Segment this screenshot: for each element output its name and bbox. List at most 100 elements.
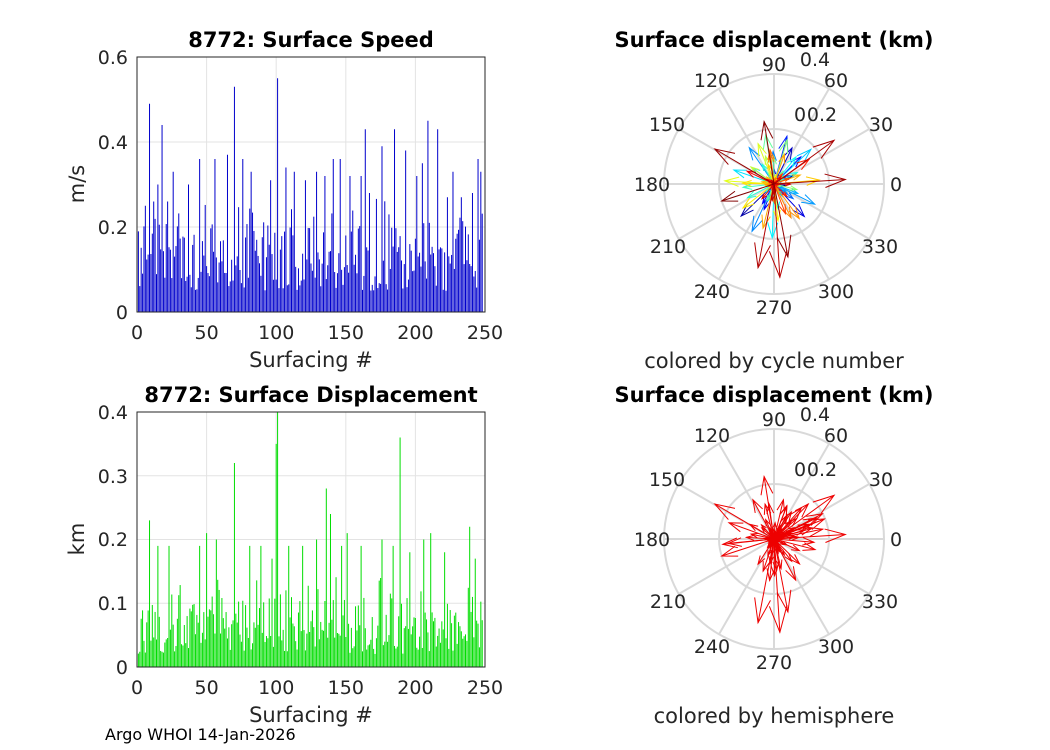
displacement-arrow (754, 183, 775, 270)
polar-hemisphere-angle-label: 330 (862, 591, 898, 613)
speed-xtick: 250 (467, 322, 503, 344)
polar-cycle-chart: Surface displacement (km) 90 60 30 0 330… (614, 28, 933, 373)
speed-ytick: 0.6 (98, 47, 128, 69)
polar-cycle-radius-label: 0.4 (800, 49, 830, 71)
polar-cycle-angle-label: 300 (818, 281, 854, 303)
displacement-arrow (773, 183, 801, 220)
displacement-arrow (720, 183, 775, 202)
displacement-arrow (773, 513, 789, 540)
polar-spoke (773, 538, 870, 595)
polar-hemisphere-angle-label: 300 (818, 636, 854, 658)
polar-cycle-angle-label: 270 (756, 297, 792, 319)
polar-hemisphere-arrows (713, 474, 847, 634)
displacement-arrow (773, 538, 817, 551)
polar-spoke (718, 443, 775, 540)
speed-chart: 8772: Surface Speed 0 0.2 0.4 0.6 0 50 1… (65, 28, 503, 372)
displacement-arrow (754, 538, 775, 625)
speed-xtick: 100 (258, 322, 294, 344)
speed-bars (137, 78, 483, 312)
polar-hemisphere-angle-label: 180 (634, 529, 670, 551)
displacement-arrow (761, 183, 775, 200)
displacement-axes-box (136, 411, 486, 668)
displacement-arrow (773, 526, 825, 540)
displacement-xtick: 150 (328, 677, 364, 699)
polar-spoke (773, 183, 830, 280)
displacement-ytick: 0.2 (98, 529, 128, 551)
polar-hemisphere-angle-label: 240 (694, 636, 730, 658)
displacement-xlabel: Surfacing # (249, 703, 373, 727)
polar-spoke (718, 538, 775, 635)
polar-cycle-labels: 90 60 30 0 330 300 270 240 210 180 150 1… (634, 49, 902, 319)
polar-cycle-angle-label: 60 (824, 70, 848, 92)
displacement-ytick: 0 (116, 657, 128, 679)
polar-cycle-angle-label: 120 (694, 70, 730, 92)
polar-hemisphere-radius-label: 0 (794, 459, 806, 481)
displacement-arrow (773, 538, 797, 582)
speed-axes-box (136, 56, 486, 313)
polar-hemisphere-caption: colored by hemisphere (654, 704, 895, 728)
polar-cycle-angle-label: 240 (694, 281, 730, 303)
speed-ytick: 0.2 (98, 217, 128, 239)
displacement-arrow (773, 183, 792, 259)
speed-xlabel: Surfacing # (249, 348, 373, 372)
polar-hemisphere-angle-label: 210 (650, 591, 686, 613)
polar-cycle-angle-label: 90 (762, 54, 786, 76)
displacement-ylabel: km (65, 523, 89, 556)
polar-spoke (678, 183, 775, 240)
displacement-arrow (762, 536, 775, 541)
footer-credit: Argo WHOI 14-Jan-2026 (105, 725, 296, 744)
speed-xtick: 150 (328, 322, 364, 344)
speed-ytick: 0.4 (98, 132, 128, 154)
polar-hemisphere-angle-label: 120 (694, 425, 730, 447)
polar-hemisphere-angle-label: 60 (824, 425, 848, 447)
displacement-arrow (768, 183, 788, 279)
displacement-arrow (773, 538, 792, 614)
displacement-arrow (773, 528, 847, 543)
displacement-arrow (741, 179, 775, 187)
displacement-arrow (773, 523, 811, 540)
polar-hemisphere-angle-label: 150 (649, 469, 685, 491)
displacement-xtick: 0 (131, 677, 143, 699)
speed-xtick: 0 (131, 322, 143, 344)
displacement-arrow (773, 183, 789, 198)
polar-hemisphere-labels: 90 60 30 0 330 300 270 240 210 180 150 1… (634, 404, 902, 674)
polar-hemisphere-title: Surface displacement (km) (614, 383, 933, 407)
displacement-arrow (713, 148, 775, 185)
displacement-ytick: 0.3 (98, 466, 128, 488)
displacement-arrow (773, 494, 836, 540)
displacement-arrow (773, 517, 798, 540)
displacement-arrow (773, 506, 803, 540)
displacement-arrow (760, 119, 775, 185)
speed-ylabel: m/s (65, 165, 89, 203)
polar-hemisphere-angle-label: 270 (756, 652, 792, 674)
speed-xtick: 200 (397, 322, 433, 344)
polar-cycle-title: Surface displacement (km) (614, 28, 933, 52)
polar-spoke (773, 128, 870, 185)
displacement-xtick: 50 (195, 677, 219, 699)
polar-spoke (773, 88, 830, 185)
polar-cycle-caption: colored by cycle number (644, 349, 904, 373)
displacement-arrow (773, 173, 847, 188)
polar-cycle-angle-label: 330 (862, 236, 898, 258)
displacement-bars (137, 412, 483, 667)
polar-hemisphere-angle-label: 90 (762, 409, 786, 431)
displacement-arrow (773, 139, 836, 185)
polar-cycle-angle-label: 180 (634, 174, 670, 196)
polar-spoke (773, 538, 830, 635)
displacement-arrow (720, 538, 775, 557)
displacement-arrow (727, 522, 775, 540)
polar-cycle-radius-label: 0.2 (807, 104, 837, 126)
speed-title: 8772: Surface Speed (188, 28, 434, 52)
polar-hemisphere-angle-label: 0 (890, 529, 902, 551)
speed-ytick: 0 (116, 302, 128, 324)
displacement-arrow (773, 538, 786, 557)
polar-hemisphere-angle-label: 30 (869, 469, 893, 491)
polar-hemisphere-radius-label: 0.4 (800, 404, 830, 426)
displacement-xtick: 100 (258, 677, 294, 699)
displacement-arrow (773, 538, 801, 552)
displacement-arrow (773, 152, 786, 185)
polar-cycle-arrows (713, 119, 847, 279)
displacement-xtick: 200 (397, 677, 433, 699)
polar-cycle-angle-label: 0 (890, 174, 902, 196)
